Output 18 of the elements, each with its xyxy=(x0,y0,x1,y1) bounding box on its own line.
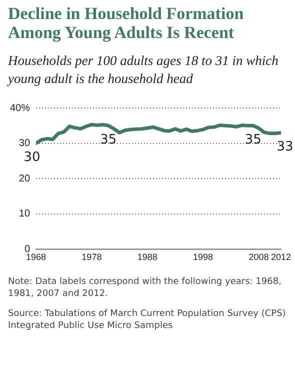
data-label: 33 xyxy=(276,140,294,155)
y-tick-label: 40% xyxy=(10,102,30,114)
x-tick-label: 1978 xyxy=(82,252,102,262)
y-tick-label: 0 xyxy=(24,244,30,255)
text: Note: Data labels correspond with the following years: 1968, 1981, 2007 and 2012. xyxy=(8,276,282,300)
x-tick-label: 1998 xyxy=(193,252,214,262)
x-tick-label: 1988 xyxy=(137,252,158,262)
y-tick-label: 30 xyxy=(18,138,30,150)
y-tick-label: 20 xyxy=(18,173,30,184)
x-tick-label: 1968 xyxy=(26,252,46,262)
x-tick-label: 2012 xyxy=(270,252,292,262)
source-note: Source: Tabulations of March Current Population Survey (CPS) Integrated Public Use Micro Samples xyxy=(8,308,287,332)
chart-title: Decline in Household Formation Among Young Adults Is Recent xyxy=(8,4,245,42)
chart-subtitle: Households per 100 adults ages 18 to 31 in which young adult is the household head xyxy=(8,52,280,88)
y-tick-label: 10 xyxy=(18,208,30,220)
data-label: 35 xyxy=(244,132,262,148)
data-label: 35 xyxy=(100,132,117,148)
x-tick-label: 2008 xyxy=(248,252,269,262)
